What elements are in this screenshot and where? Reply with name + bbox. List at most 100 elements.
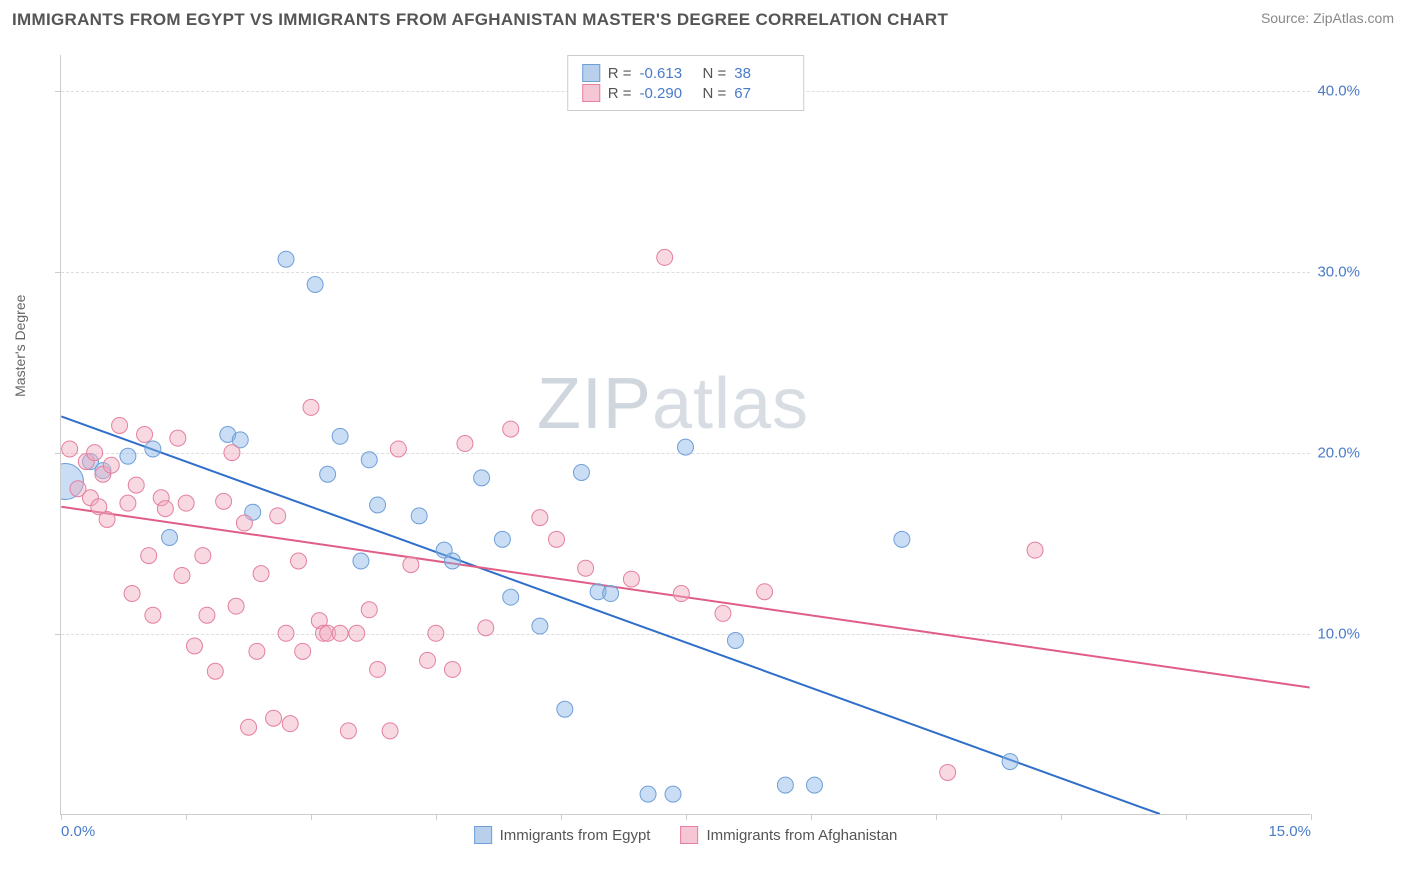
x-tick-label: 15.0% xyxy=(1268,823,1311,840)
point-egypt xyxy=(162,530,178,546)
point-afghanistan xyxy=(199,607,215,623)
point-afghanistan xyxy=(295,643,311,659)
point-afghanistan xyxy=(62,441,78,457)
legend-r-value: -0.613 xyxy=(640,65,695,82)
point-egypt xyxy=(532,618,548,634)
point-afghanistan xyxy=(103,457,119,473)
point-egypt xyxy=(573,464,589,480)
point-egypt xyxy=(494,531,510,547)
point-afghanistan xyxy=(382,723,398,739)
x-tick xyxy=(561,814,562,820)
legend-n-label: N = xyxy=(703,85,727,102)
point-egypt xyxy=(777,777,793,793)
point-afghanistan xyxy=(715,605,731,621)
point-egypt xyxy=(370,497,386,513)
point-egypt xyxy=(120,448,136,464)
point-egypt xyxy=(474,470,490,486)
legend-series-label: Immigrants from Afghanistan xyxy=(706,827,897,844)
point-afghanistan xyxy=(757,584,773,600)
legend-n-label: N = xyxy=(703,65,727,82)
point-afghanistan xyxy=(940,764,956,780)
x-tick xyxy=(936,814,937,820)
point-afghanistan xyxy=(420,652,436,668)
point-afghanistan xyxy=(1027,542,1043,558)
point-afghanistan xyxy=(657,249,673,265)
point-afghanistan xyxy=(228,598,244,614)
plot-svg xyxy=(61,55,1310,814)
point-afghanistan xyxy=(112,417,128,433)
x-tick-label: 0.0% xyxy=(61,823,95,840)
y-tick-label: 20.0% xyxy=(1317,445,1360,462)
point-egypt xyxy=(444,553,460,569)
point-afghanistan xyxy=(340,723,356,739)
x-tick xyxy=(686,814,687,820)
point-egypt xyxy=(332,428,348,444)
point-afghanistan xyxy=(370,661,386,677)
point-egypt xyxy=(1002,754,1018,770)
y-axis-label: Master's Degree xyxy=(12,295,28,397)
legend-r-label: R = xyxy=(608,85,632,102)
point-afghanistan xyxy=(578,560,594,576)
point-afghanistan xyxy=(195,548,211,564)
point-egypt xyxy=(678,439,694,455)
plot-area: ZIPatlas R =-0.613N =38R =-0.290N =67 Im… xyxy=(60,55,1310,815)
point-afghanistan xyxy=(266,710,282,726)
legend-n-value: 67 xyxy=(734,85,789,102)
legend-swatch xyxy=(582,84,600,102)
point-afghanistan xyxy=(478,620,494,636)
point-egypt xyxy=(727,633,743,649)
point-afghanistan xyxy=(137,427,153,443)
legend-swatch xyxy=(680,826,698,844)
x-tick xyxy=(311,814,312,820)
point-afghanistan xyxy=(291,553,307,569)
point-afghanistan xyxy=(241,719,257,735)
point-afghanistan xyxy=(428,625,444,641)
y-tick-label: 30.0% xyxy=(1317,264,1360,281)
x-tick xyxy=(436,814,437,820)
point-afghanistan xyxy=(128,477,144,493)
point-afghanistan xyxy=(141,548,157,564)
chart-container: Master's Degree ZIPatlas R =-0.613N =38R… xyxy=(50,40,1350,840)
point-afghanistan xyxy=(236,515,252,531)
point-afghanistan xyxy=(207,663,223,679)
point-afghanistan xyxy=(444,661,460,677)
point-egypt xyxy=(353,553,369,569)
point-egypt xyxy=(557,701,573,717)
point-egypt xyxy=(603,586,619,602)
legend-r-label: R = xyxy=(608,65,632,82)
legend-series: Immigrants from EgyptImmigrants from Afg… xyxy=(474,826,898,844)
point-afghanistan xyxy=(282,716,298,732)
legend-n-value: 38 xyxy=(734,65,789,82)
point-afghanistan xyxy=(178,495,194,511)
point-egypt xyxy=(665,786,681,802)
point-afghanistan xyxy=(157,501,173,517)
legend-r-value: -0.290 xyxy=(640,85,695,102)
point-afghanistan xyxy=(145,607,161,623)
point-afghanistan xyxy=(623,571,639,587)
point-afghanistan xyxy=(174,567,190,583)
point-afghanistan xyxy=(549,531,565,547)
point-afghanistan xyxy=(216,493,232,509)
x-tick xyxy=(186,814,187,820)
point-afghanistan xyxy=(99,511,115,527)
point-egypt xyxy=(320,466,336,482)
legend-stats-row: R = -0.613 N = 38 xyxy=(582,64,790,82)
y-tick-label: 40.0% xyxy=(1317,83,1360,100)
point-egypt xyxy=(503,589,519,605)
point-afghanistan xyxy=(249,643,265,659)
legend-stats: R = -0.613 N = 38 R = -0.290 N = 67 xyxy=(567,55,805,111)
chart-title: IMMIGRANTS FROM EGYPT VS IMMIGRANTS FROM… xyxy=(12,10,948,30)
x-tick xyxy=(61,814,62,820)
x-tick xyxy=(1311,814,1312,820)
point-afghanistan xyxy=(253,566,269,582)
x-tick xyxy=(1061,814,1062,820)
point-egypt xyxy=(640,786,656,802)
point-afghanistan xyxy=(170,430,186,446)
x-tick xyxy=(1186,814,1187,820)
y-tick-label: 10.0% xyxy=(1317,626,1360,643)
legend-swatch xyxy=(474,826,492,844)
point-afghanistan xyxy=(87,445,103,461)
point-egypt xyxy=(807,777,823,793)
point-egypt xyxy=(894,531,910,547)
point-afghanistan xyxy=(224,445,240,461)
